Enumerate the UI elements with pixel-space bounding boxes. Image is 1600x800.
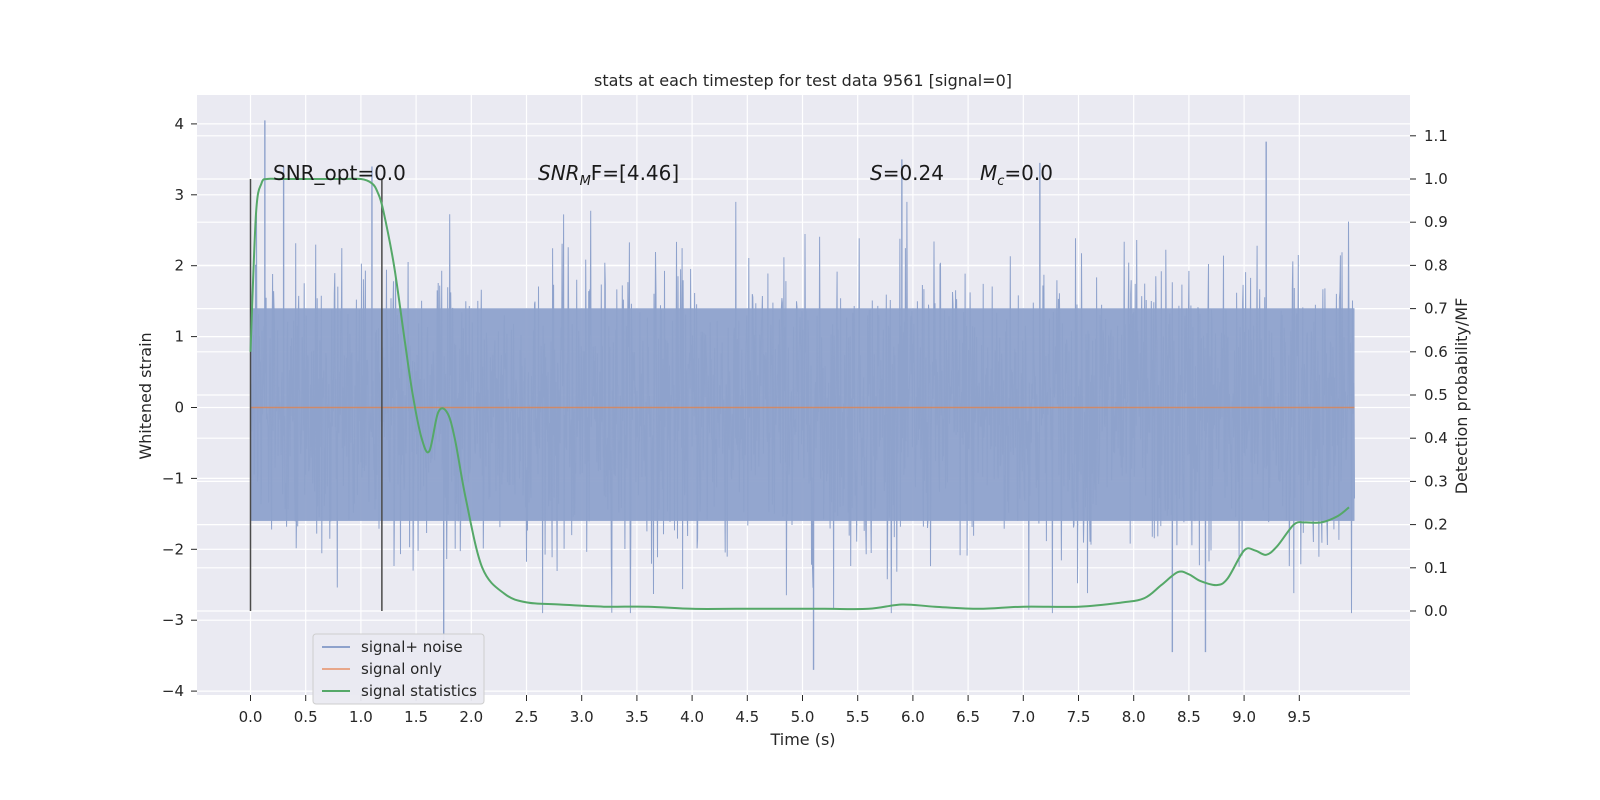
stats-curve: [249, 177, 1350, 611]
annotation-s: S=0.24: [870, 161, 944, 185]
y-ticks-left: 4 3 2 1 0 −1 −2 −3 −4: [162, 115, 197, 700]
y-left-tick-label: 0: [174, 399, 184, 417]
y-right-tick-label: 0.2: [1424, 516, 1448, 534]
snr-mf-rest: F=[4.46]: [591, 161, 679, 185]
y-left-tick-label: 2: [174, 257, 184, 275]
mc-label: M: [980, 161, 997, 185]
y-axis-label-left: Whitened strain: [136, 332, 155, 459]
noise-trace: [250, 201, 1355, 614]
y-right-tick-label: 0.3: [1424, 472, 1448, 490]
x-tick-label: 7.5: [1067, 708, 1091, 726]
legend-label-noise: signal+ noise: [361, 638, 463, 656]
x-tick-label: 9.5: [1287, 708, 1311, 726]
snr-mf-sub: M: [580, 174, 591, 189]
s-value: =0.24: [883, 161, 944, 185]
x-tick-label: 1.0: [349, 708, 373, 726]
y-right-tick-label: 0.9: [1424, 213, 1448, 231]
y-right-tick-label: 0.1: [1424, 559, 1448, 577]
y-left-tick-label: −1: [162, 469, 184, 487]
y-left-tick-label: −2: [162, 540, 184, 558]
x-ticks: 0.0 0.5 1.0 1.5 2.0 2.5 3.0 3.5 4.0 4.5 5.0 5.5 6.0 6…: [239, 695, 1311, 726]
y-ticks-right: 1.1 1.0 0.9 0.8 0.7 0.6 0.5 0.4 0.3 0.2 0.1 0.0: [1410, 127, 1448, 620]
s-label: S: [870, 161, 883, 185]
x-tick-label: 9.0: [1232, 708, 1256, 726]
y-right-tick-label: 0.0: [1424, 602, 1448, 620]
y-right-tick-label: 0.8: [1424, 256, 1448, 274]
y-right-tick-label: 0.5: [1424, 386, 1448, 404]
y-left-tick-label: 1: [174, 328, 184, 346]
annotation-snr-opt: SNR_opt=0.0: [273, 161, 406, 185]
x-tick-label: 8.0: [1122, 708, 1146, 726]
x-tick-label: 7.0: [1011, 708, 1035, 726]
y-left-tick-label: 3: [174, 186, 184, 204]
vertical-markers: [249, 179, 383, 611]
x-tick-label: 8.5: [1177, 708, 1201, 726]
mc-value: =0.0: [1004, 161, 1053, 185]
x-tick-label: 5.5: [846, 708, 870, 726]
annotation-snr-mf: SNRMF=[4.46]: [538, 161, 679, 189]
legend: signal+ noise signal only signal statist…: [312, 633, 485, 705]
x-tick-label: 1.5: [404, 708, 428, 726]
legend-label-stats: signal statistics: [361, 682, 477, 700]
x-axis-label: Time (s): [769, 730, 835, 749]
y-right-tick-label: 0.4: [1424, 429, 1448, 447]
x-tick-label: 6.5: [956, 708, 980, 726]
y-right-tick-label: 1.0: [1424, 170, 1448, 188]
x-tick-label: 0.5: [294, 708, 318, 726]
y-axis-label-right: Detection probability/MF: [1452, 298, 1471, 495]
y-left-tick-label: −3: [162, 611, 184, 629]
x-tick-label: 6.0: [901, 708, 925, 726]
x-tick-label: 3.0: [570, 708, 594, 726]
y-right-tick-label: 0.6: [1424, 343, 1448, 361]
legend-box: [312, 633, 485, 705]
x-tick-label: 3.5: [625, 708, 649, 726]
x-tick-label: 2.5: [515, 708, 539, 726]
x-tick-label: 4.0: [680, 708, 704, 726]
signal-statistics-series: [249, 177, 1350, 611]
legend-label-signal: signal only: [361, 660, 442, 678]
x-tick-label: 4.5: [735, 708, 759, 726]
snr-mf-label: SNR: [538, 161, 580, 185]
annotation-mc: Mc=0.0: [980, 161, 1053, 189]
y-right-tick-label: 1.1: [1424, 127, 1448, 145]
y-left-tick-label: −4: [162, 682, 184, 700]
mc-sub: c: [997, 174, 1004, 189]
y-right-tick-label: 0.7: [1424, 300, 1448, 318]
x-tick-label: 5.0: [791, 708, 815, 726]
x-tick-label: 0.0: [239, 708, 263, 726]
x-tick-label: 2.0: [459, 708, 483, 726]
chart-title: stats at each timestep for test data 956…: [594, 71, 1012, 90]
y-left-tick-label: 4: [174, 115, 184, 133]
noise-series: [250, 120, 1355, 670]
